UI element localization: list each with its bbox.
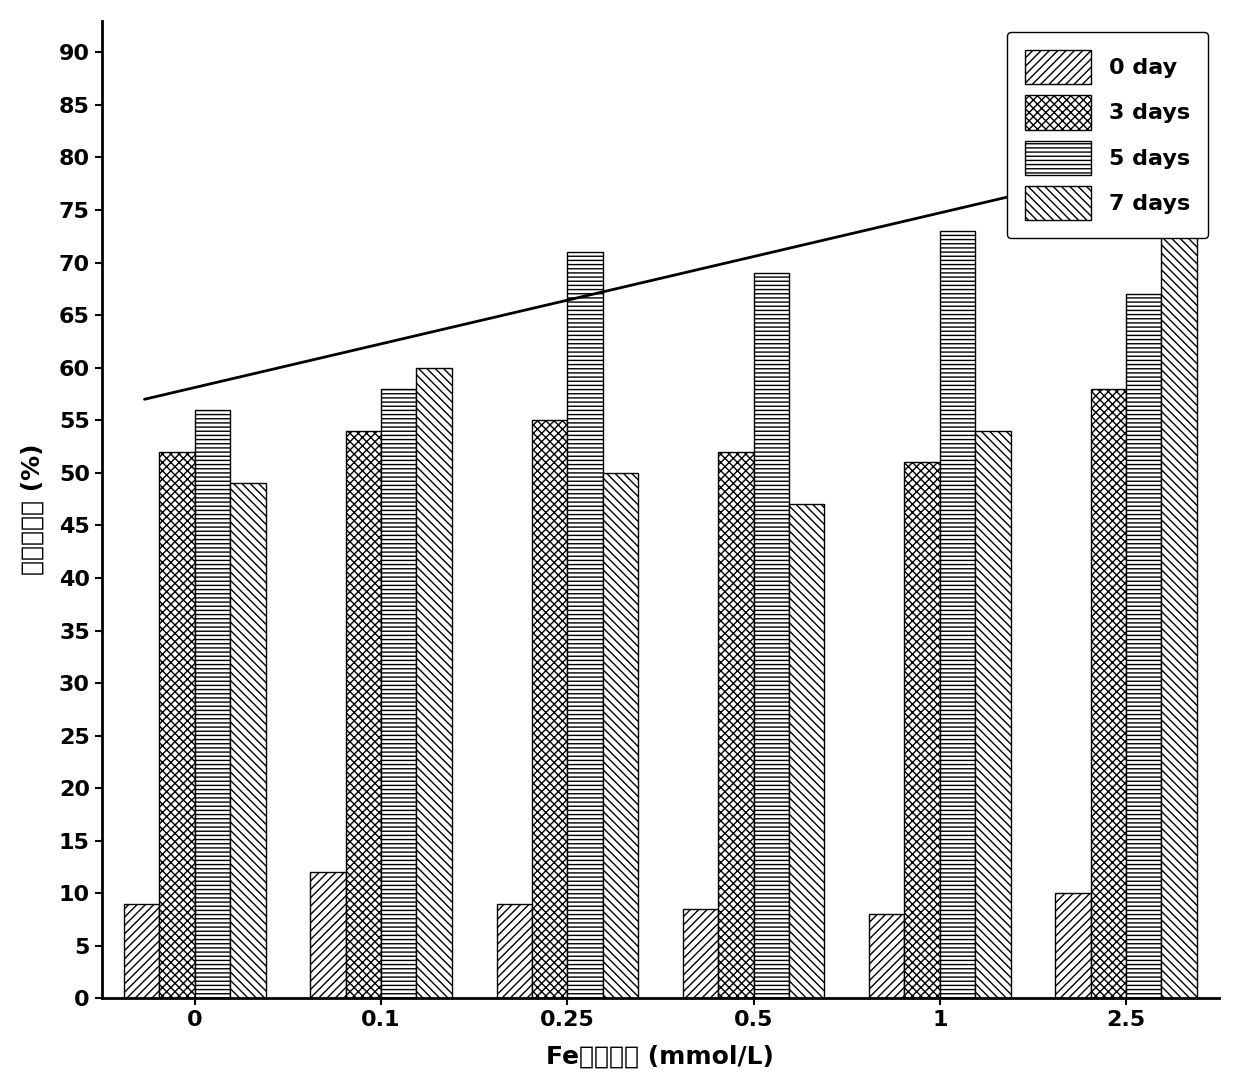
Bar <box>869 915 904 999</box>
Bar <box>975 431 1011 999</box>
Bar <box>496 904 532 999</box>
Bar <box>904 463 940 999</box>
Bar <box>195 409 231 999</box>
Bar <box>718 452 754 999</box>
Bar <box>231 484 265 999</box>
Bar <box>346 431 381 999</box>
Bar <box>789 504 825 999</box>
X-axis label: Fe投加浓度 (mmol/L): Fe投加浓度 (mmol/L) <box>547 1044 774 1068</box>
Bar <box>532 420 567 999</box>
Bar <box>1055 893 1091 999</box>
Bar <box>381 389 417 999</box>
Bar <box>603 473 639 999</box>
Legend: 0 day, 3 days, 5 days, 7 days: 0 day, 3 days, 5 days, 7 days <box>1007 32 1208 238</box>
Bar <box>683 909 718 999</box>
Bar <box>1126 294 1162 999</box>
Bar <box>1162 147 1197 999</box>
Bar <box>160 452 195 999</box>
Bar <box>124 904 160 999</box>
Bar <box>567 252 603 999</box>
Bar <box>310 872 346 999</box>
Bar <box>754 273 789 999</box>
Bar <box>1091 389 1126 999</box>
Bar <box>940 231 975 999</box>
Bar <box>417 368 451 999</box>
Y-axis label: 甲酯化效率 (%): 甲酯化效率 (%) <box>21 444 45 575</box>
